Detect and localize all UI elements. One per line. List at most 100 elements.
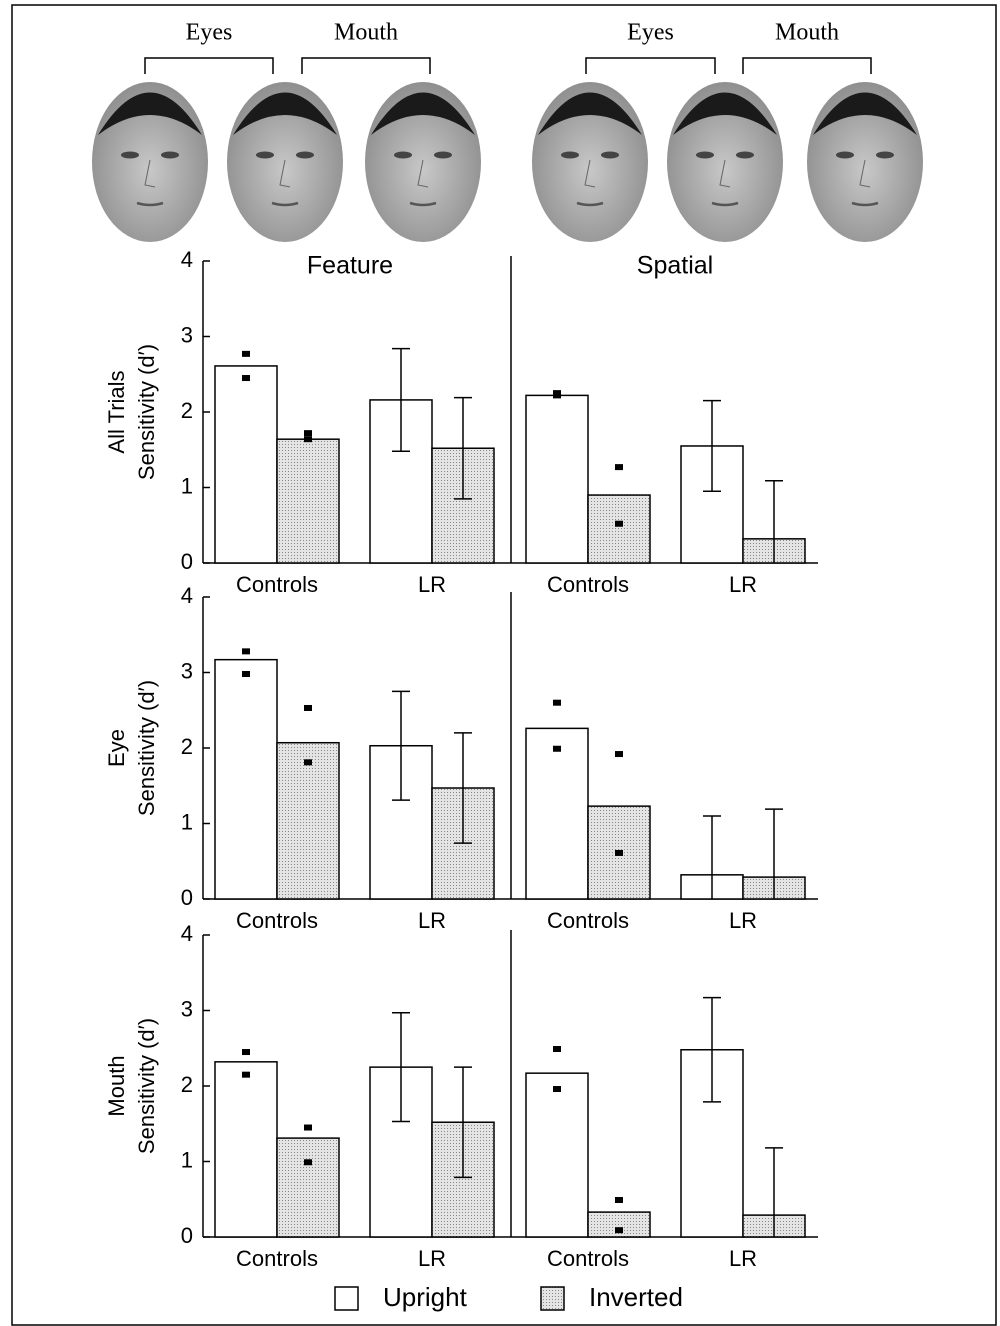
legend-label: Upright <box>383 1282 468 1312</box>
bar <box>214 658 278 900</box>
x-tick-label: LR <box>729 1246 757 1271</box>
mouth <box>576 201 604 207</box>
eye <box>561 151 579 159</box>
eye <box>394 151 412 159</box>
control-marker <box>304 430 312 437</box>
x-tick-label: Controls <box>236 1246 318 1271</box>
control-marker <box>242 671 250 678</box>
y-tick-label: 3 <box>181 322 193 347</box>
x-tick-label: LR <box>418 1246 446 1271</box>
y-tick-label: 2 <box>181 1072 193 1097</box>
control-marker <box>615 520 623 527</box>
error-bar <box>454 396 472 500</box>
y-axis-label: Sensitivity (d′) <box>134 680 159 816</box>
y-axis-label: Sensitivity (d′) <box>134 1018 159 1154</box>
control-marker <box>615 751 623 758</box>
control-marker <box>304 704 312 711</box>
y-tick-label: 2 <box>181 734 193 759</box>
bracket <box>301 57 431 74</box>
y-axis-label: Mouth <box>104 1055 129 1116</box>
bar <box>525 727 589 900</box>
hair-band <box>673 92 777 135</box>
frame <box>11 4 997 1326</box>
bar <box>587 494 651 564</box>
y-tick-label: 4 <box>181 583 193 608</box>
bar <box>214 1061 278 1238</box>
bar <box>525 394 589 564</box>
eye <box>256 151 274 159</box>
error-bar <box>765 1147 783 1237</box>
y-tick-label: 4 <box>181 247 193 272</box>
y-axis-label: Sensitivity (d′) <box>134 344 159 480</box>
mouth <box>136 201 164 207</box>
nose <box>279 159 291 188</box>
control-marker <box>553 392 561 399</box>
eye <box>434 151 452 159</box>
bar <box>587 1211 651 1238</box>
hair-band <box>98 92 202 135</box>
panel-title: Spatial <box>637 252 713 280</box>
bracket-label: Mouth <box>334 20 398 46</box>
y-tick-label: 0 <box>181 885 193 910</box>
control-marker <box>615 1227 623 1234</box>
bracket <box>144 57 274 74</box>
y-tick-label: 1 <box>181 809 193 834</box>
control-marker <box>242 1071 250 1078</box>
mouth <box>271 201 299 207</box>
x-tick-label: Controls <box>236 572 318 597</box>
control-marker <box>553 699 561 706</box>
y-tick-label: 1 <box>181 473 193 498</box>
x-tick-label: Controls <box>547 572 629 597</box>
control-marker <box>242 375 250 382</box>
panel-title: Feature <box>307 252 393 280</box>
x-tick-label: LR <box>729 908 757 933</box>
y-tick-label: 0 <box>181 1223 193 1248</box>
eye <box>876 151 894 159</box>
error-bar <box>703 399 721 493</box>
x-tick-label: Controls <box>547 908 629 933</box>
bar <box>214 365 278 564</box>
nose <box>417 159 429 188</box>
error-bar <box>765 808 783 899</box>
bar <box>276 1137 340 1238</box>
hair-band <box>371 92 475 135</box>
control-marker <box>553 745 561 752</box>
y-tick-label: 1 <box>181 1147 193 1172</box>
eye <box>296 151 314 159</box>
control-marker <box>242 648 250 655</box>
bracket-label: Eyes <box>627 20 674 46</box>
control-marker <box>615 1197 623 1204</box>
y-tick-label: 0 <box>181 549 193 574</box>
eye <box>161 151 179 159</box>
control-marker <box>615 849 623 856</box>
control-marker <box>553 1086 561 1093</box>
hair-band <box>538 92 642 135</box>
bracket <box>742 57 872 74</box>
error-bar <box>454 732 472 844</box>
error-bar <box>703 996 721 1103</box>
y-tick-label: 3 <box>181 658 193 683</box>
error-bar <box>454 1066 472 1179</box>
bracket <box>585 57 716 74</box>
bar <box>276 741 340 900</box>
error-bar <box>392 347 410 453</box>
x-tick-label: LR <box>418 572 446 597</box>
control-marker <box>553 1046 561 1053</box>
control-marker <box>304 436 312 443</box>
bracket-label: Eyes <box>186 20 233 46</box>
legend-swatch <box>334 1286 359 1311</box>
faces <box>92 82 923 242</box>
error-bar <box>392 1012 410 1123</box>
bracket-label: Mouth <box>775 20 839 46</box>
x-tick-label: LR <box>418 908 446 933</box>
legend-label: Inverted <box>589 1282 683 1312</box>
mouth <box>711 201 739 207</box>
y-axis-label: All Trials <box>104 370 129 453</box>
mouth <box>851 201 879 207</box>
hair-band <box>813 92 917 135</box>
eye <box>736 151 754 159</box>
legend-swatch <box>540 1286 565 1311</box>
mouth <box>409 201 437 207</box>
control-marker <box>304 1159 312 1166</box>
